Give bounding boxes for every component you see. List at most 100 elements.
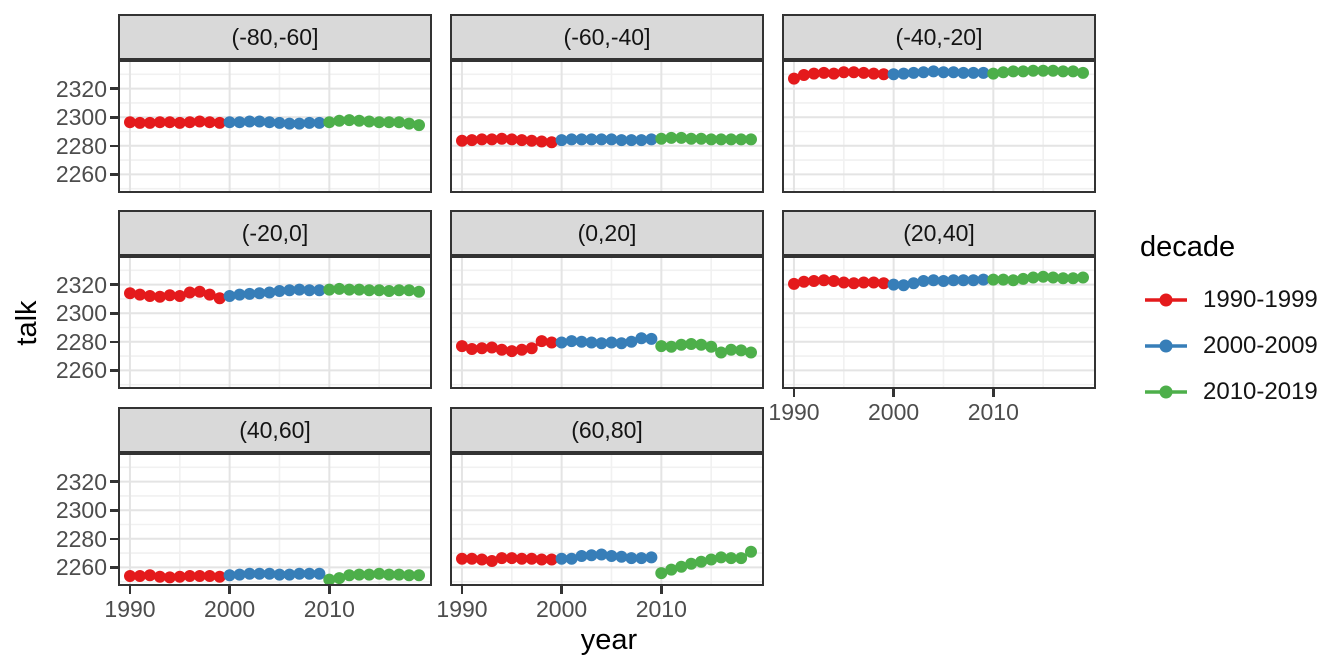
data-point [313,284,326,297]
data-point [303,116,316,129]
facet-plot-area [118,60,432,193]
series-1990-1999 [788,66,890,85]
facet-plot-area [118,256,432,389]
facet-plot-area [782,256,1096,389]
data-point [373,116,386,129]
data-point [715,551,728,564]
data-point [283,284,296,297]
x-tick-label: 2010 [303,596,355,622]
data-point [1067,65,1080,78]
facet-canvas [120,455,430,584]
y-tick-label: 2320 [55,468,107,495]
facet-canvas [120,258,430,387]
data-point [575,133,588,146]
data-point [323,116,336,129]
x-tick-mark [992,389,995,397]
series-2000-2009 [223,283,326,302]
data-point [475,342,488,355]
data-point [957,274,970,287]
data-point [273,116,286,129]
data-point [545,553,558,566]
data-point [655,340,668,353]
data-point [465,552,478,565]
data-point [847,66,860,79]
x-tick-mark [228,586,231,594]
y-tick-label: 2300 [55,300,107,327]
data-point [475,133,488,146]
data-point [695,338,708,351]
data-point [233,288,246,301]
facet-canvas [784,258,1094,387]
data-point [183,570,196,582]
y-tick-label: 2260 [55,161,107,188]
data-point [1007,65,1020,78]
data-point [223,290,236,302]
legend-key-icon [1145,339,1187,353]
data-point [917,275,930,287]
legend-item: 2010-2019 [1143,369,1318,415]
data-point [1027,64,1040,77]
data-point [353,568,366,581]
y-tick-label: 2280 [55,132,107,159]
data-point [253,115,266,128]
data-point [393,568,406,581]
data-point [545,336,558,349]
data-point [373,284,386,297]
data-point [153,116,166,129]
data-point [555,552,568,565]
data-point [1017,272,1030,285]
data-point [725,343,738,356]
data-point [555,134,568,147]
data-point [625,134,638,147]
data-point [456,134,468,147]
series-2000-2009 [223,115,326,130]
data-point [615,134,628,147]
data-point [203,570,216,582]
facet-strip-label: (0,20] [450,210,764,256]
data-point [485,341,498,354]
data-point [635,332,648,345]
series-2000-2009 [555,133,658,147]
data-point [323,573,336,584]
data-point [495,552,508,565]
data-point [1077,66,1089,79]
data-point [705,133,718,146]
gridlines [120,62,430,191]
facet-plot-area [782,60,1096,193]
x-axis-title: year [580,624,638,656]
data-point [937,275,950,287]
data-point [353,283,366,296]
data-point [403,284,416,297]
data-point [675,560,688,573]
data-point [837,276,850,289]
data-point [413,569,425,582]
data-point [183,286,196,299]
data-point [817,66,830,79]
series-2010-2019 [987,64,1089,80]
legend-item-label: 2010-2019 [1203,378,1318,405]
data-point [465,134,478,147]
y-tick-mark [110,340,118,344]
y-tick-label: 2320 [55,271,107,298]
facet-plot-area [450,256,764,389]
data-point [867,276,880,289]
facet-strip-label: (20,40] [782,210,1096,256]
data-point [695,555,708,568]
data-point [675,131,688,144]
data-point [505,133,518,146]
data-point [545,136,558,149]
series-2010-2019 [323,567,425,584]
data-point [153,290,166,303]
data-point [535,553,548,566]
data-point [193,285,206,298]
series-2000-2009 [555,548,658,565]
y-tick-label: 2260 [55,554,107,581]
facet-canvas [452,258,762,387]
data-point [193,570,206,582]
y-tick-label: 2300 [55,104,107,131]
data-point [807,67,820,80]
y-tick-mark [110,173,118,176]
data-point [495,343,508,356]
data-point [555,336,568,349]
